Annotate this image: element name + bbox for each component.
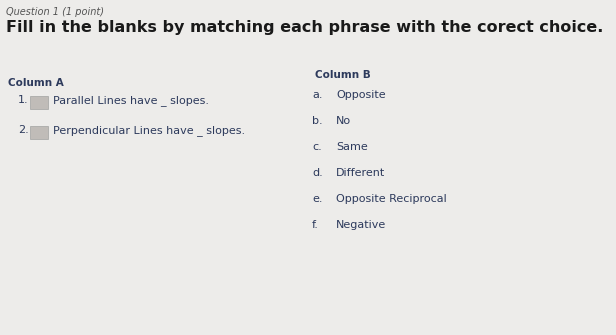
Text: Opposite: Opposite bbox=[336, 90, 386, 100]
Text: 1.: 1. bbox=[18, 95, 28, 105]
Text: Column B: Column B bbox=[315, 70, 371, 80]
Text: Same: Same bbox=[336, 142, 368, 152]
Text: Opposite Reciprocal: Opposite Reciprocal bbox=[336, 194, 447, 204]
Text: No: No bbox=[336, 116, 351, 126]
Text: Fill in the blanks by matching each phrase with the corect choice.: Fill in the blanks by matching each phra… bbox=[6, 20, 604, 35]
Text: a.: a. bbox=[312, 90, 323, 100]
Text: 2.: 2. bbox=[18, 125, 29, 135]
Text: e.: e. bbox=[312, 194, 323, 204]
Text: Perpendicular Lines have _ slopes.: Perpendicular Lines have _ slopes. bbox=[53, 125, 245, 136]
Text: Different: Different bbox=[336, 168, 385, 178]
Text: b.: b. bbox=[312, 116, 323, 126]
Text: Negative: Negative bbox=[336, 220, 386, 230]
Text: c.: c. bbox=[312, 142, 322, 152]
FancyBboxPatch shape bbox=[30, 96, 48, 109]
Text: d.: d. bbox=[312, 168, 323, 178]
Text: Question 1 (1 point): Question 1 (1 point) bbox=[6, 7, 104, 17]
FancyBboxPatch shape bbox=[30, 126, 48, 139]
Text: Parallel Lines have _ slopes.: Parallel Lines have _ slopes. bbox=[53, 95, 209, 106]
Text: Column A: Column A bbox=[8, 78, 63, 88]
Text: f.: f. bbox=[312, 220, 319, 230]
